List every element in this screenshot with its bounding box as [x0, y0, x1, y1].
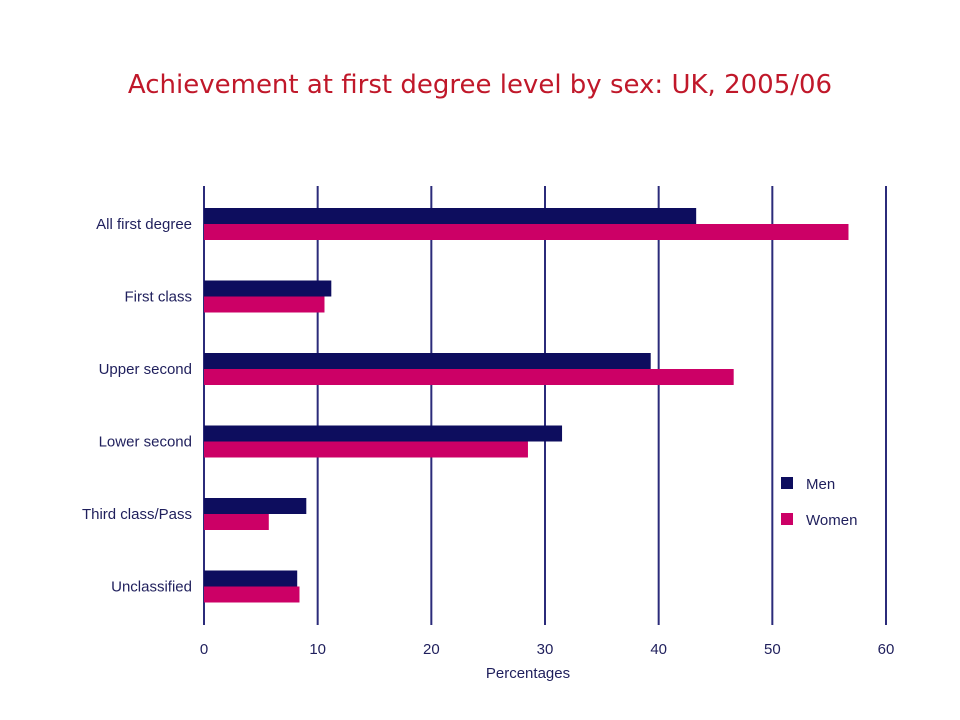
x-tick-label: 10 [309, 641, 326, 658]
bar-women-3 [204, 441, 528, 458]
x-tick-label: 30 [537, 641, 554, 658]
bars [204, 208, 849, 603]
bar-men-3 [204, 425, 563, 442]
legend-label-men: Men [806, 476, 835, 493]
x-tick-label: 40 [650, 641, 667, 658]
bar-men-2 [204, 353, 651, 369]
x-tick-label: 20 [423, 641, 440, 658]
legend-swatch-men [781, 477, 793, 489]
bar-women-4 [204, 514, 269, 530]
grid-lines [203, 186, 887, 625]
category-label: Upper second [99, 361, 192, 378]
bar-men-5 [204, 570, 298, 587]
x-tick-label: 50 [764, 641, 781, 658]
x-axis-label: Percentages [486, 665, 570, 682]
legend-label-women: Women [806, 512, 857, 529]
bar-men-1 [204, 280, 332, 297]
category-label: Lower second [99, 434, 192, 451]
bar-women-2 [204, 369, 734, 385]
category-label: First class [125, 289, 193, 306]
category-labels: All first degree First class Upper second L… [82, 216, 192, 596]
legend-swatch-women [781, 513, 793, 525]
x-tick-label: 0 [200, 641, 208, 658]
bar-women-5 [204, 586, 300, 603]
x-tick-labels: 0 10 20 30 40 50 60 [200, 641, 895, 658]
bar-women-1 [204, 296, 325, 313]
bar-women-0 [204, 224, 849, 240]
category-label: Third class/Pass [82, 506, 192, 523]
slide-title: Achievement at first degree level by sex… [127, 70, 833, 100]
bar-men-4 [204, 498, 307, 514]
bar-men-0 [204, 208, 697, 224]
x-tick-label: 60 [878, 641, 895, 658]
category-label: Unclassified [111, 579, 192, 596]
category-label: All first degree [96, 216, 192, 233]
legend: Men Women [781, 476, 857, 529]
